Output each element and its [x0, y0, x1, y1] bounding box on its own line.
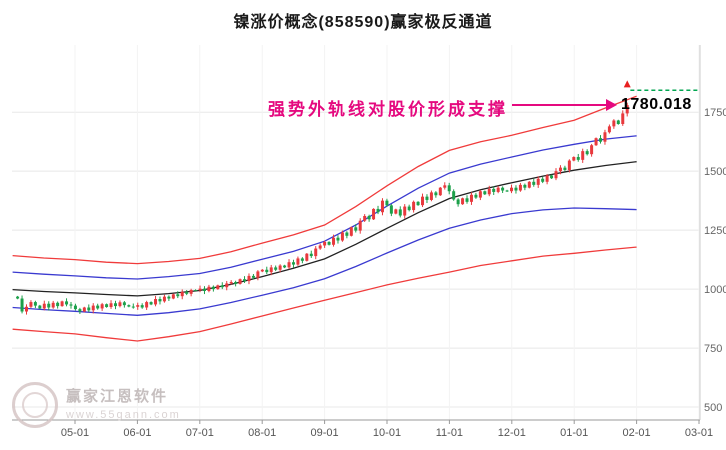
annotation-arrow-line	[512, 104, 606, 106]
svg-text:1250: 1250	[704, 225, 726, 237]
support-annotation: 强势外轨线对股价形成支撑	[268, 95, 508, 120]
svg-text:750: 750	[704, 343, 722, 355]
svg-text:10-01: 10-01	[373, 427, 401, 439]
svg-text:03-01: 03-01	[685, 427, 713, 439]
annotation-arrow-head-icon	[606, 99, 617, 111]
svg-text:500: 500	[704, 402, 722, 414]
svg-text:09-01: 09-01	[311, 427, 339, 439]
svg-text:12-01: 12-01	[498, 427, 526, 439]
watermark-site: www.55gann.com	[66, 408, 181, 421]
svg-text:11-01: 11-01	[436, 427, 463, 439]
svg-text:1750: 1750	[704, 107, 726, 119]
svg-text:02-01: 02-01	[623, 427, 651, 439]
watermark-brand: 赢家江恩软件	[66, 388, 169, 406]
svg-text:07-01: 07-01	[186, 427, 214, 439]
svg-text:05-01: 05-01	[61, 427, 89, 439]
watermark: 赢家江恩软件 www.55gann.com	[12, 382, 181, 428]
watermark-logo-inner-ring	[22, 392, 48, 418]
svg-text:1500: 1500	[704, 166, 726, 178]
watermark-logo-icon	[12, 382, 58, 428]
svg-text:01-01: 01-01	[560, 427, 588, 439]
last-price-label: 1780.018	[621, 96, 692, 113]
svg-text:1000: 1000	[704, 284, 726, 296]
svg-text:06-01: 06-01	[123, 427, 151, 439]
svg-text:08-01: 08-01	[248, 427, 276, 439]
watermark-text: 赢家江恩软件 www.55gann.com	[66, 389, 181, 421]
support-annotation-text: 强势外轨线对股价形成支撑	[268, 100, 508, 119]
chart-title: 镍涨价概念(858590)赢家极反通道	[233, 14, 493, 31]
